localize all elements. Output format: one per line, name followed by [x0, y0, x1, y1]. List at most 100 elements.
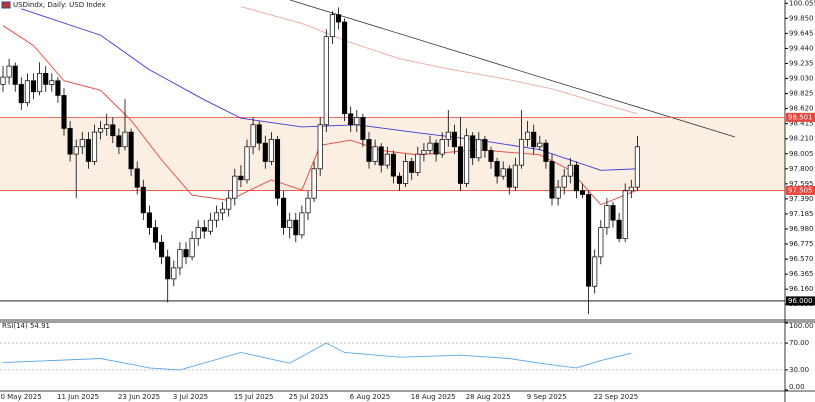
rsi-line — [2, 342, 632, 371]
candle-body — [49, 80, 55, 85]
candle-body — [488, 150, 494, 162]
y-tick-label: 97.390 — [789, 195, 814, 203]
candle-body — [457, 146, 464, 184]
candle-body — [512, 164, 518, 188]
candle-body — [305, 197, 311, 214]
level-tag — [786, 296, 815, 306]
moving-average — [21, 8, 638, 171]
rsi-tick-label: 100.00 — [789, 322, 814, 330]
candle-body — [396, 175, 403, 184]
y-tick-label: 97.800 — [789, 165, 814, 173]
symbol-icon — [1, 1, 11, 9]
candle-body — [384, 153, 390, 166]
candle-body — [525, 131, 531, 140]
candle-body — [293, 219, 299, 236]
candle-body — [6, 65, 12, 78]
candle-body — [43, 73, 49, 85]
x-tick-label: 6 Aug 2025 — [350, 393, 390, 401]
candle-body — [287, 219, 293, 228]
candle-body — [445, 131, 451, 140]
candle-body — [79, 139, 85, 148]
candle-body — [12, 65, 18, 85]
candle-body — [518, 139, 525, 166]
y-tick-label: 99.440 — [789, 44, 814, 52]
candle-body — [250, 124, 256, 148]
level-tag — [786, 185, 815, 195]
y-tick-label: 99.030 — [789, 75, 814, 83]
candle-body — [561, 175, 567, 188]
x-tick-label: 23 Jun 2025 — [118, 393, 160, 401]
candle-body — [549, 161, 555, 199]
candle-body — [134, 168, 140, 188]
y-tick-label: 100.055 — [789, 0, 815, 7]
candle-body — [152, 227, 159, 243]
candle-body — [177, 249, 183, 269]
candle-body — [37, 73, 43, 93]
rsi-label: RSI(14) 54.91 — [2, 322, 50, 330]
y-tick-label: 98.825 — [789, 90, 814, 98]
x-tick-label: 28 Aug 2025 — [466, 393, 511, 401]
candle-body — [616, 219, 622, 239]
y-tick-label: 99.235 — [789, 59, 814, 67]
candle-body — [207, 219, 213, 232]
candle-body — [232, 175, 238, 199]
candle-body — [586, 194, 592, 287]
candle-body — [604, 205, 610, 228]
candle-body — [299, 212, 305, 236]
candle-body — [366, 139, 372, 162]
candle-body — [146, 212, 152, 228]
candle-body — [311, 168, 317, 199]
chart-title: USDindx, Daily: USD Index — [13, 1, 106, 9]
candle-body — [531, 131, 537, 148]
x-tick-label: 11 Jun 2025 — [57, 393, 99, 401]
candle-body — [390, 153, 396, 177]
candle-body — [98, 128, 104, 133]
candle-body — [579, 190, 586, 195]
candle-body — [268, 139, 274, 162]
candle-body — [470, 135, 476, 159]
candle-body — [567, 164, 573, 177]
candle-body — [403, 161, 409, 184]
candle-body — [122, 131, 128, 148]
candle-body — [24, 80, 30, 104]
y-tick-label: 96.365 — [789, 270, 814, 278]
candle-body — [323, 36, 329, 126]
y-tick-label: 96.980 — [789, 225, 814, 233]
candle-body — [55, 80, 61, 96]
candle-body — [634, 146, 640, 188]
y-tick-label: 98.210 — [789, 135, 814, 143]
candle-body — [421, 150, 427, 155]
level-label: 96.000 — [788, 297, 813, 305]
x-tick-label: 3 Jul 2025 — [173, 393, 208, 401]
candle-body — [506, 168, 512, 188]
candle-body — [128, 131, 134, 170]
y-tick-label: 99.850 — [789, 14, 814, 22]
rsi-tick-label: 0.00 — [789, 383, 805, 391]
y-tick-label: 99.645 — [789, 29, 814, 37]
candle-body — [0, 76, 6, 85]
y-tick-label: 97.185 — [789, 210, 814, 218]
candle-body — [464, 135, 470, 184]
candle-body — [213, 212, 220, 221]
candle-body — [91, 131, 98, 162]
candle-body — [159, 241, 165, 258]
candle-body — [622, 190, 628, 239]
x-tick-label: 30 May 2025 — [0, 393, 42, 401]
moving-average — [240, 6, 638, 115]
candle-body — [537, 142, 543, 148]
level-label: 98.501 — [788, 113, 813, 121]
candle-body — [61, 95, 67, 129]
y-tick-label: 96.160 — [789, 285, 814, 293]
candle-body — [18, 84, 24, 104]
candle-body — [598, 227, 604, 258]
rsi-tick-label: 70.00 — [789, 339, 809, 347]
x-tick-label: 9 Sep 2025 — [527, 393, 567, 401]
candle-body — [482, 139, 488, 151]
candle-body — [220, 208, 226, 214]
candle-body — [415, 153, 421, 173]
candle-body — [439, 139, 445, 155]
rsi-tick-label: 30.00 — [789, 366, 809, 374]
candle-body — [500, 168, 506, 177]
candle-body — [494, 161, 500, 177]
